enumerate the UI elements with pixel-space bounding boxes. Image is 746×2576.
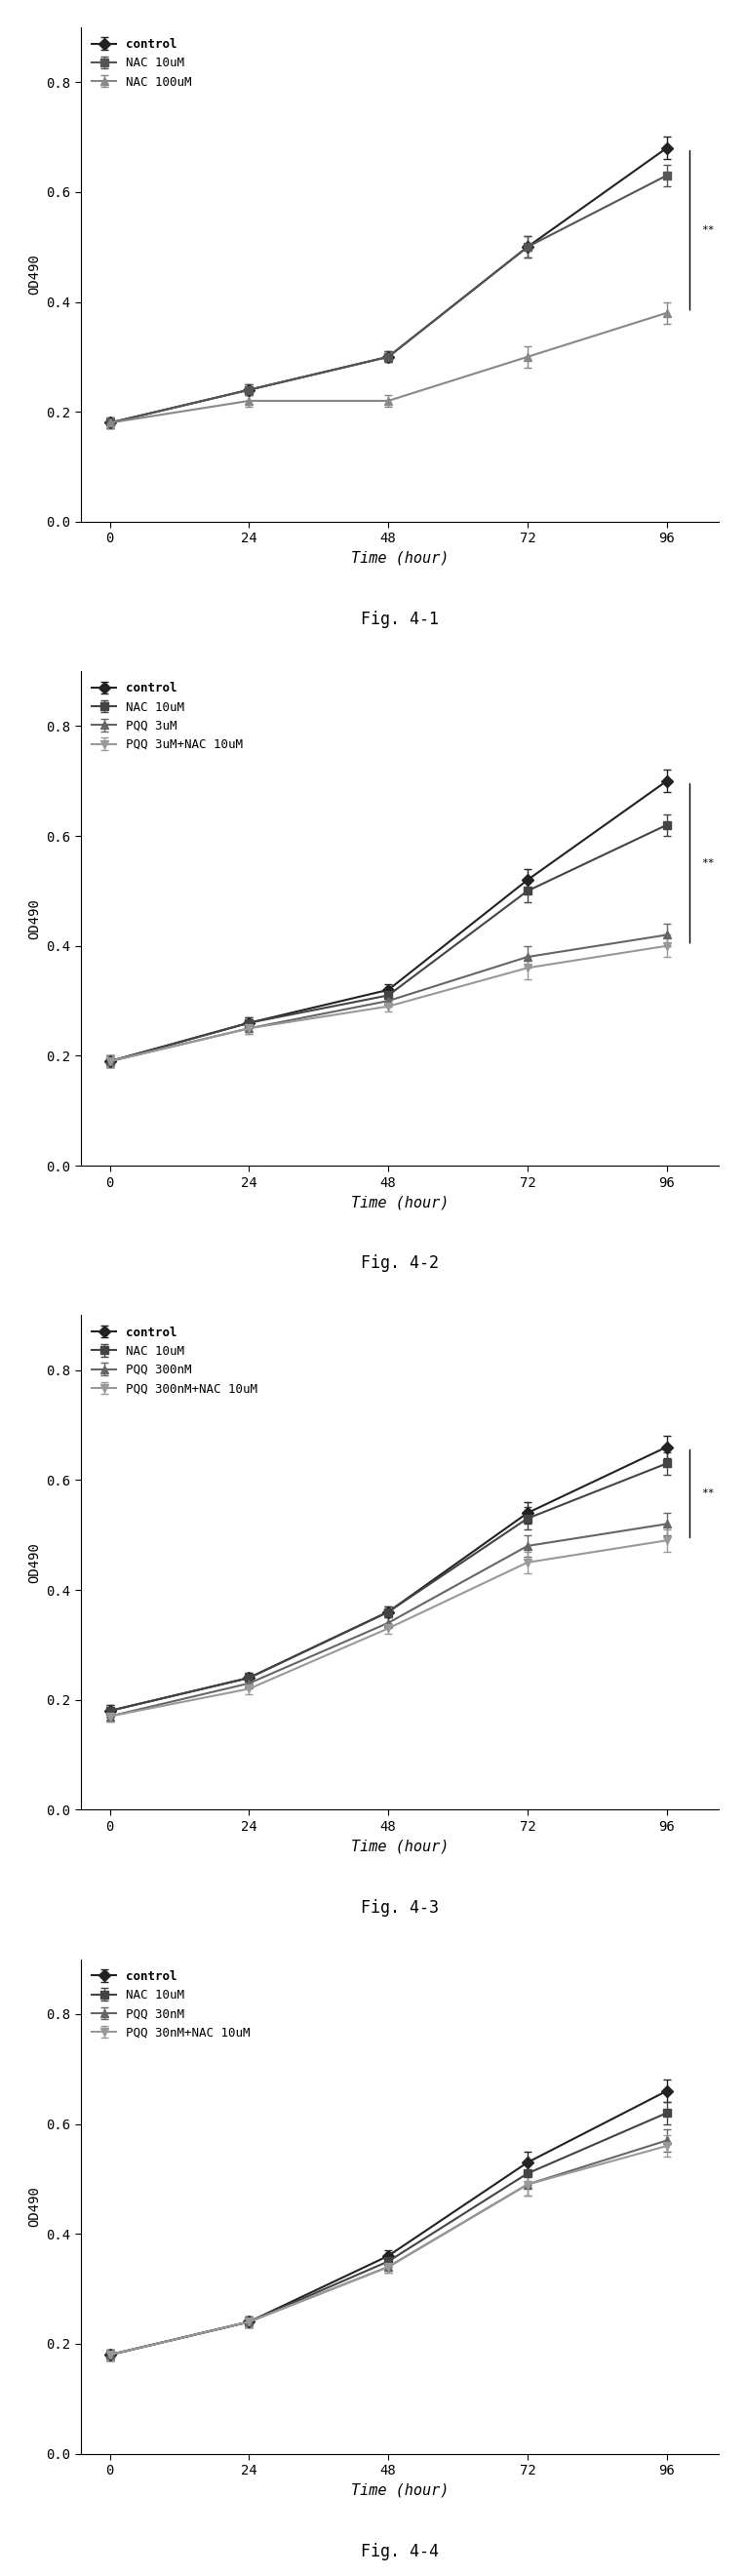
Text: Fig. 4-1: Fig. 4-1 <box>361 611 439 629</box>
Text: Fig. 4-4: Fig. 4-4 <box>361 2543 439 2561</box>
Legend: control, NAC 10uM, NAC 100uM: control, NAC 10uM, NAC 100uM <box>87 33 197 93</box>
X-axis label: Time (hour): Time (hour) <box>351 1195 449 1211</box>
Y-axis label: OD490: OD490 <box>27 2187 41 2226</box>
X-axis label: Time (hour): Time (hour) <box>351 551 449 567</box>
X-axis label: Time (hour): Time (hour) <box>351 1839 449 1855</box>
Text: **: ** <box>701 858 715 868</box>
Text: Fig. 4-2: Fig. 4-2 <box>361 1255 439 1273</box>
Y-axis label: OD490: OD490 <box>27 1543 41 1582</box>
Text: Fig. 4-3: Fig. 4-3 <box>361 1899 439 1917</box>
Text: **: ** <box>701 227 715 234</box>
Legend: control, NAC 10uM, PQQ 30nM, PQQ 30nM+NAC 10uM: control, NAC 10uM, PQQ 30nM, PQQ 30nM+NA… <box>87 1965 255 2043</box>
X-axis label: Time (hour): Time (hour) <box>351 2483 449 2499</box>
Legend: control, NAC 10uM, PQQ 300nM, PQQ 300nM+NAC 10uM: control, NAC 10uM, PQQ 300nM, PQQ 300nM+… <box>87 1321 263 1399</box>
Legend: control, NAC 10uM, PQQ 3uM, PQQ 3uM+NAC 10uM: control, NAC 10uM, PQQ 3uM, PQQ 3uM+NAC … <box>87 677 248 755</box>
Text: **: ** <box>701 1489 715 1499</box>
Y-axis label: OD490: OD490 <box>27 255 41 294</box>
Y-axis label: OD490: OD490 <box>27 899 41 938</box>
